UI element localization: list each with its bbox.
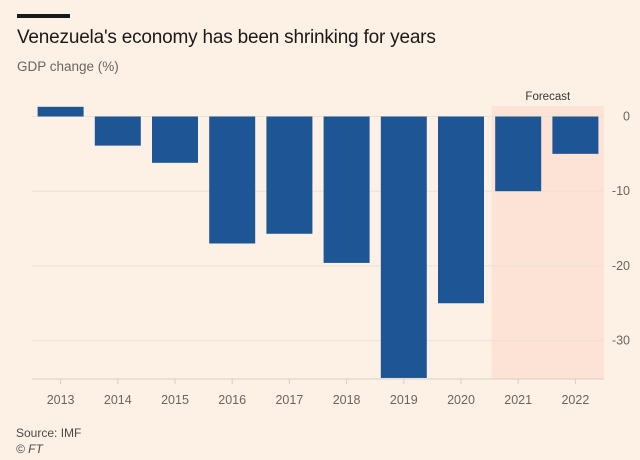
- bar-2018: [323, 116, 370, 263]
- bar-2016: [209, 116, 256, 244]
- forecast-label: Forecast: [525, 91, 571, 103]
- bar-2015: [152, 116, 198, 163]
- x-tick-label: 2019: [390, 393, 418, 407]
- x-tick-label: 2014: [104, 393, 132, 407]
- bar-2014: [94, 116, 141, 146]
- x-tick-label: 2013: [47, 393, 75, 407]
- x-tick-label: 2022: [561, 393, 589, 407]
- x-tick-label: 2017: [275, 393, 303, 407]
- bar-2013: [37, 106, 84, 117]
- x-tick-label: 2016: [218, 393, 246, 407]
- bar-2020: [438, 116, 484, 304]
- copyright-note: © FT: [16, 442, 43, 456]
- y-tick-label: -20: [612, 259, 630, 273]
- x-tick-label: 2021: [504, 393, 532, 407]
- y-tick-label: 0: [623, 110, 630, 124]
- x-tick-label: 2020: [447, 393, 475, 407]
- x-tick-label: 2018: [333, 393, 361, 407]
- title-accent-bar: [17, 14, 70, 18]
- x-tick-label: 2015: [161, 393, 189, 407]
- bar-2022: [552, 116, 599, 154]
- y-tick-label: -10: [612, 184, 630, 198]
- bar-2017: [266, 116, 313, 234]
- y-tick-label: -30: [612, 334, 630, 348]
- bar-2021: [495, 116, 542, 192]
- source-note: Source: IMF: [16, 426, 82, 440]
- chart-subtitle: GDP change (%): [17, 59, 119, 74]
- bar-2019: [380, 116, 427, 378]
- chart-title: Venezuela's economy has been shrinking f…: [17, 27, 436, 48]
